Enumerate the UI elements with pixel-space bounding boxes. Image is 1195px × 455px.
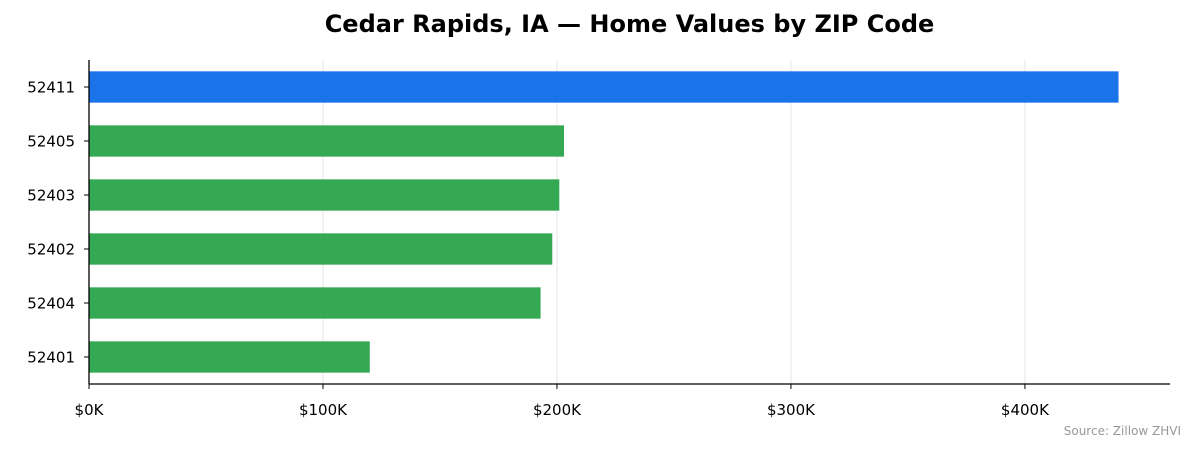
y-tick-label: 52411 <box>27 79 75 97</box>
bar-52401 <box>89 341 370 373</box>
axes <box>84 60 1170 389</box>
chart-title: Cedar Rapids, IA — Home Values by ZIP Co… <box>324 10 935 38</box>
y-tick-label: 52405 <box>27 133 75 151</box>
y-tick-label: 52403 <box>27 187 75 205</box>
bar-52404 <box>89 287 541 319</box>
x-tick-label: $200K <box>533 401 582 419</box>
bar-52411 <box>89 71 1119 103</box>
y-tick-label: 52404 <box>27 295 75 313</box>
bars <box>89 71 1119 373</box>
source-note: Source: Zillow ZHVI <box>1063 424 1181 438</box>
bar-52403 <box>89 179 560 211</box>
y-tick-label: 52402 <box>27 241 75 259</box>
tick-labels: 52411 52405 52403 52402 52404 52401 $0K $100K $2… <box>27 79 1050 420</box>
x-tick-label: $100K <box>299 401 348 419</box>
x-tick-label: $400K <box>1001 401 1050 419</box>
x-tick-label: $300K <box>767 401 816 419</box>
grid-lines <box>322 60 1026 384</box>
bar-52402 <box>89 233 553 265</box>
y-tick-label: 52401 <box>27 349 75 367</box>
bar-52405 <box>89 125 564 157</box>
x-tick-label: $0K <box>75 401 105 419</box>
